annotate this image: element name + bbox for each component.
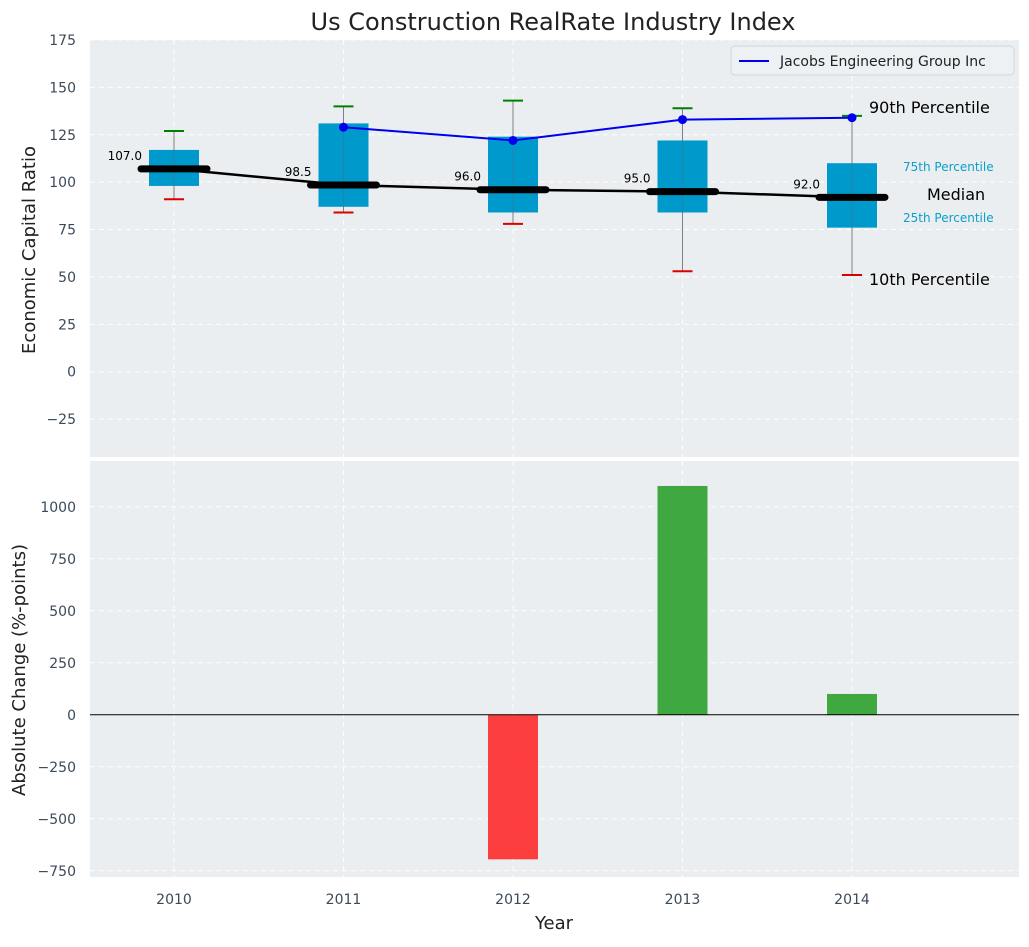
median-value-label: 95.0 xyxy=(624,172,651,186)
bottom-y-tick-label: 750 xyxy=(49,552,76,568)
top-y-tick-label: 25 xyxy=(58,317,76,333)
annotation-75th: 75th Percentile xyxy=(903,160,994,174)
median-series xyxy=(137,165,889,201)
top-y-tick-label: 125 xyxy=(49,128,76,144)
median-value-label: 92.0 xyxy=(793,177,820,191)
median-value-label: 96.0 xyxy=(454,170,481,184)
bottom-y-tick-label: 0 xyxy=(67,708,76,724)
annotation-90th: 90th Percentile xyxy=(869,98,990,117)
company-series xyxy=(339,113,857,145)
company-point xyxy=(339,122,348,132)
legend-frame xyxy=(730,45,1015,76)
bottom-y-axis-title: Absolute Change (%-points) xyxy=(9,544,30,796)
x-tick-label: 2011 xyxy=(326,892,362,908)
top-y-tick-label: 75 xyxy=(58,223,76,239)
x-tick-label: 2010 xyxy=(156,892,192,908)
legend-label: Jacobs Engineering Group Inc xyxy=(779,54,986,70)
median-labels: 107.0 98.5 96.0 95.0 92.0 xyxy=(108,149,820,191)
change-bar xyxy=(657,485,708,715)
bottom-y-tick-label: 1000 xyxy=(40,500,76,516)
company-point xyxy=(508,135,518,145)
x-axis-title: Year xyxy=(534,913,574,934)
top-y-axis-title: Economic Capital Ratio xyxy=(19,146,40,354)
top-y-tick-label: 175 xyxy=(49,33,76,49)
bottom-y-tick-label: 500 xyxy=(49,604,76,620)
company-point xyxy=(678,115,687,125)
bottom-panel-background xyxy=(90,461,1019,877)
top-y-tick-label: 0 xyxy=(67,365,76,381)
bottom-y-tick-label: −500 xyxy=(38,812,76,828)
top-panel: −25 0 25 50 75 100 125 150 175 107.0 98.5 96.0 95.0… xyxy=(19,33,1022,457)
annotation-median: Median xyxy=(927,185,985,204)
company-point xyxy=(847,113,857,123)
median-value-label: 107.0 xyxy=(108,149,142,163)
annotation-25th: 25th Percentile xyxy=(903,211,994,225)
x-ticks: 2010 2011 2012 2013 2014 xyxy=(156,892,870,908)
bottom-y-ticks: −750 −500 −250 0 250 500 750 1000 xyxy=(38,500,76,880)
change-bar xyxy=(827,693,877,715)
company-line xyxy=(343,116,853,142)
bottom-y-tick-label: 250 xyxy=(49,656,76,672)
top-y-tick-label: 150 xyxy=(49,80,76,96)
bottom-y-tick-label: −750 xyxy=(38,864,76,880)
median-value-label: 98.5 xyxy=(285,165,312,179)
annotation-10th: 10th Percentile xyxy=(869,270,990,289)
bottom-bars xyxy=(488,485,877,860)
bottom-y-tick-label: −250 xyxy=(38,760,76,776)
top-y-ticks: −25 0 25 50 75 100 125 150 175 xyxy=(46,33,76,428)
x-tick-label: 2012 xyxy=(495,892,531,908)
x-tick-label: 2014 xyxy=(834,892,870,908)
chart-title: Us Construction RealRate Industry Index xyxy=(311,8,796,36)
top-y-tick-label: 50 xyxy=(58,270,76,286)
change-bar xyxy=(488,714,538,860)
top-y-tick-label: 100 xyxy=(49,175,76,191)
top-y-tick-label: −25 xyxy=(46,412,76,428)
x-tick-label: 2013 xyxy=(665,892,701,908)
percentile-annotations: 90th Percentile 75th Percentile Median 2… xyxy=(869,98,994,289)
legend: Jacobs Engineering Group Inc xyxy=(730,45,1015,76)
top-panel-background xyxy=(90,40,1019,457)
